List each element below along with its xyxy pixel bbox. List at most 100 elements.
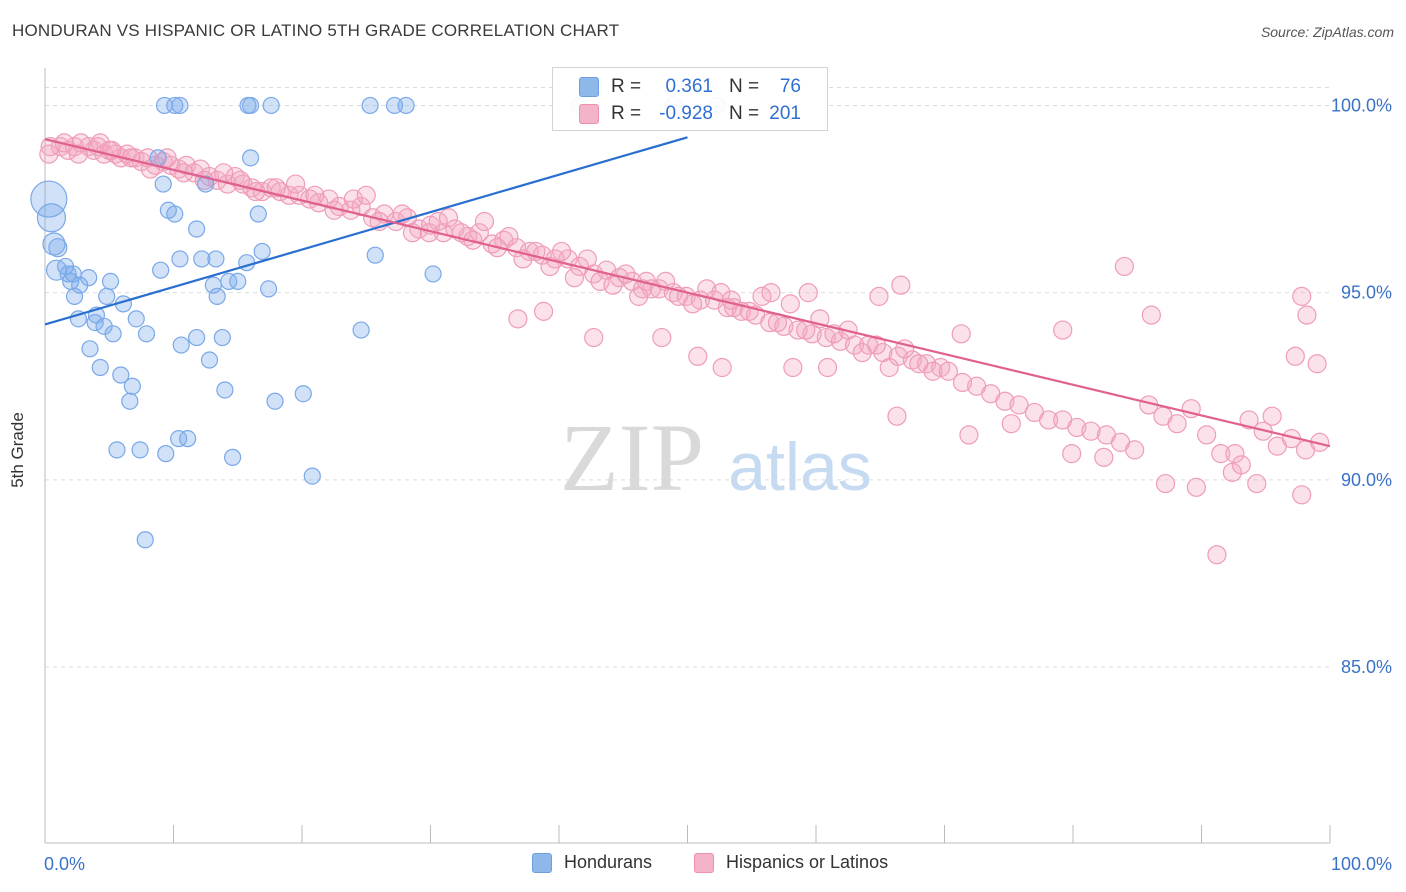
x-tick-label-max: 100.0% (1331, 854, 1392, 874)
data-point-hispanics (1239, 410, 1259, 430)
data-point-hondurans (91, 358, 109, 377)
data-point-hondurans (224, 448, 242, 466)
data-point-hispanics (1155, 473, 1176, 494)
data-point-hispanics (1197, 425, 1217, 445)
data-point-hispanics (780, 294, 800, 314)
data-point-hispanics (1297, 305, 1317, 325)
y-tick-label: 100.0% (1331, 95, 1392, 115)
legend-n-value-hispanics: 201 (769, 103, 801, 124)
data-point-hispanics (438, 208, 459, 228)
data-point-hondurans (207, 250, 225, 268)
y-tick-label: 90.0% (1341, 470, 1392, 490)
data-point-hondurans (81, 340, 99, 358)
data-point-hispanics (688, 346, 708, 366)
data-point-hondurans (30, 180, 68, 218)
data-point-hispanics (879, 357, 899, 378)
data-point-hondurans (137, 325, 156, 343)
data-point-hispanics (1307, 354, 1327, 374)
data-point-hondurans (220, 272, 238, 291)
data-point-hispanics (916, 354, 937, 374)
data-point-hispanics (1067, 417, 1087, 438)
legend-label-hondurans: Hondurans (564, 852, 653, 872)
trend-lines (44, 136, 1331, 448)
trend-line-hondurans (44, 136, 688, 326)
data-point-hondurans (249, 205, 267, 223)
data-point-hondurans (149, 149, 167, 167)
legend-item-hondurans[interactable]: Hondurans (532, 852, 652, 873)
data-point-hispanics (995, 391, 1015, 411)
data-point-hispanics (866, 335, 886, 355)
data-point-hondurans (197, 175, 215, 193)
legend-n-value-hondurans: 76 (779, 76, 801, 97)
data-point-hispanics (1009, 395, 1029, 415)
data-point-hondurans (136, 531, 154, 549)
legend-r-label: R = (611, 76, 642, 97)
data-point-hispanics (1114, 256, 1135, 277)
data-point-hondurans (172, 336, 190, 354)
data-point-hondurans (259, 280, 278, 298)
legend-item-hispanics[interactable]: Hispanics or Latinos (694, 852, 888, 873)
data-point-hondurans (48, 238, 68, 258)
chart-title: HONDURAN VS HISPANIC OR LATINO 5TH GRADE… (12, 21, 620, 40)
data-point-hispanics (1207, 545, 1227, 565)
data-point-hispanics (721, 290, 741, 310)
y-tick-label: 95.0% (1341, 283, 1392, 303)
data-point-hondurans (171, 250, 189, 268)
data-point-hispanics (1247, 473, 1267, 494)
data-point-hispanics (1038, 410, 1059, 430)
data-point-hispanics (891, 275, 911, 295)
data-point-hondurans (229, 272, 247, 291)
y-tick-label: 85.0% (1341, 657, 1392, 677)
data-point-hispanics (1001, 414, 1021, 434)
data-point-hondurans (188, 328, 206, 347)
data-point-hispanics (356, 185, 376, 205)
data-point-hondurans (352, 321, 370, 339)
data-point-hispanics (1081, 421, 1101, 441)
legend-swatch-hondurans (532, 852, 552, 873)
watermark: ZIP atlas (560, 404, 872, 511)
legend-r-value-hondurans: 0.361 (665, 76, 713, 97)
data-point-hispanics (712, 357, 732, 378)
y-axis-label: 5th Grade (8, 412, 27, 488)
data-point-hispanics (533, 301, 554, 321)
data-point-hispanics (68, 144, 89, 164)
data-point-hispanics (1141, 305, 1161, 325)
data-point-hispanics (817, 357, 838, 378)
data-point-hondurans (127, 310, 145, 328)
data-point-hondurans (104, 325, 122, 343)
data-point-hispanics (783, 357, 803, 378)
data-point-hispanics (869, 286, 889, 306)
legend-row-hispanics: R = -0.928 N = 201 (553, 101, 827, 127)
chart-source: Source: ZipAtlas.com (1260, 24, 1394, 40)
data-point-hondurans (366, 246, 384, 264)
data-point-hondurans (253, 242, 271, 261)
data-point-hondurans (179, 430, 197, 448)
data-point-hispanics (887, 406, 907, 426)
data-point-hispanics (1062, 444, 1082, 464)
trend-line-hispanics (44, 138, 1331, 448)
data-point-hondurans (123, 377, 141, 395)
data-point-hondurans (166, 96, 184, 115)
data-point-hondurans (266, 392, 284, 410)
data-point-hispanics (499, 226, 519, 247)
data-point-hondurans (65, 287, 84, 305)
data-point-hispanics (951, 324, 971, 344)
data-point-hispanics (564, 268, 585, 288)
data-point-hondurans (424, 265, 442, 283)
data-point-hispanics (285, 174, 306, 194)
data-point-hondurans (152, 261, 170, 279)
data-point-hondurans (294, 385, 312, 403)
data-point-hondurans (262, 96, 280, 115)
data-point-hispanics (39, 144, 59, 164)
legend-r-value-hispanics: -0.928 (659, 103, 713, 124)
data-point-hondurans (397, 96, 415, 115)
data-point-hispanics (157, 148, 177, 168)
tick-labels: 85.0% 90.0% 95.0% 100.0% 0.0% 100.0% (44, 95, 1392, 874)
data-point-hondurans (208, 287, 226, 305)
data-point-hispanics (428, 211, 448, 232)
data-point-hispanics (952, 372, 973, 393)
data-point-hispanics (176, 155, 196, 175)
data-point-hondurans (101, 272, 120, 291)
data-point-hispanics (1094, 447, 1114, 467)
data-point-hispanics (1167, 414, 1187, 434)
